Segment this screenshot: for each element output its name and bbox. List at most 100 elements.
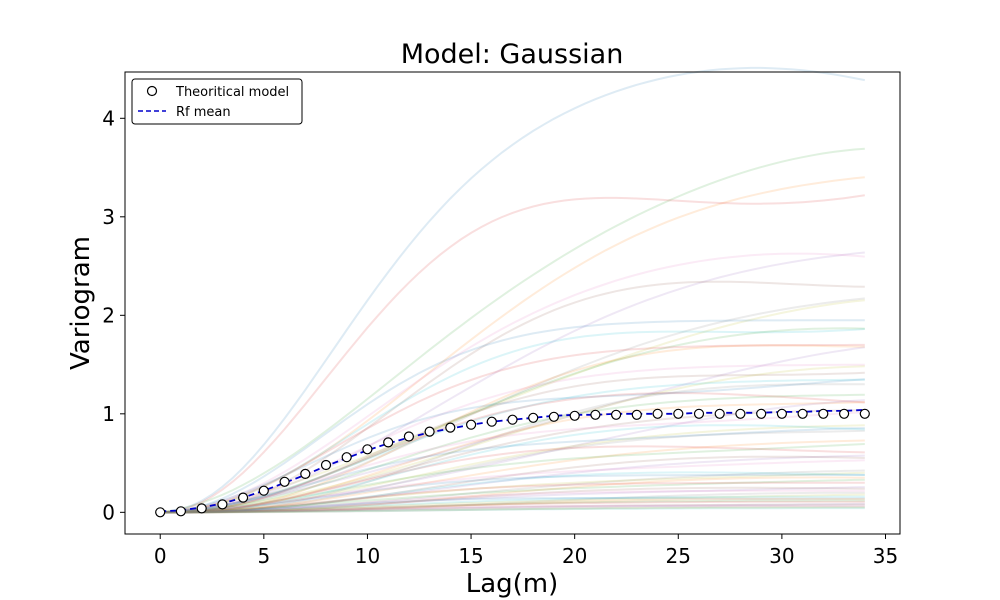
legend-marker-theoretical	[146, 85, 158, 97]
legend-label-theoretical: Theoritical model	[175, 85, 289, 100]
theoretical-model-point	[258, 485, 269, 496]
y-tick-label: 4	[102, 106, 115, 130]
y-tick-label: 2	[102, 303, 115, 327]
theoretical-model-point	[175, 506, 186, 517]
realization-line	[160, 473, 865, 514]
theoretical-model-point	[818, 408, 829, 419]
realization-line	[160, 495, 865, 514]
y-tick-label: 0	[102, 500, 115, 524]
realization-line	[160, 439, 865, 514]
realization-line	[160, 455, 865, 514]
x-tick-label: 5	[257, 544, 270, 568]
realization-line	[160, 346, 865, 514]
theoretical-model-point	[320, 459, 332, 471]
realization-line	[160, 502, 865, 514]
theoretical-model-point	[756, 408, 767, 419]
realization-line	[160, 454, 865, 514]
theoretical-model-point	[300, 468, 311, 479]
realization-line	[160, 486, 865, 514]
realization-line	[160, 489, 865, 514]
realization-line	[160, 343, 865, 514]
x-axis-title: Lag(m)	[466, 569, 559, 599]
theoretical-model-point	[838, 408, 850, 419]
realization-line	[160, 365, 865, 514]
realization-line	[160, 392, 865, 514]
realization-line	[160, 491, 865, 514]
realization-line	[160, 176, 865, 514]
realization-line	[160, 486, 865, 514]
realization-line	[160, 327, 865, 514]
theoretical-model-point	[735, 408, 746, 419]
realization-line	[160, 459, 865, 514]
realization-line	[160, 505, 865, 514]
realization-line	[160, 393, 865, 514]
rf-mean-line	[160, 409, 865, 513]
realization-line	[160, 411, 865, 514]
realization-line	[160, 476, 865, 514]
y-axis-title: Variogram	[66, 236, 96, 370]
theoretical-model-point	[797, 408, 808, 419]
x-tick-label: 35	[873, 544, 898, 568]
theoretical-model-point	[528, 412, 539, 423]
realization-line	[160, 401, 865, 514]
realization-line	[160, 297, 865, 514]
realization-line	[160, 427, 865, 514]
theoretical-model-point	[652, 408, 663, 419]
theoretical-model-point	[507, 414, 518, 425]
realization-line	[160, 471, 865, 514]
theoretical-model-point	[341, 452, 352, 463]
realization-line	[160, 328, 865, 514]
realization-line	[160, 506, 865, 514]
theoretical-model-point	[548, 411, 560, 422]
realization-line	[160, 481, 865, 514]
realization-line	[160, 383, 865, 514]
realization-line	[160, 493, 865, 514]
realization-curves	[160, 66, 865, 514]
realization-line	[160, 443, 865, 514]
realization-line	[160, 299, 865, 514]
chart-title: Model: Gaussian	[401, 39, 624, 70]
realization-line	[160, 344, 865, 514]
realization-line	[160, 378, 865, 514]
y-tick-label: 3	[102, 205, 115, 229]
x-tick-label: 10	[355, 544, 380, 568]
x-tick-label: 30	[769, 544, 794, 568]
x-tick-label: 0	[154, 544, 167, 568]
theoretical-model-point	[383, 437, 394, 448]
plot-area-frame	[124, 71, 901, 535]
realization-line	[160, 503, 865, 514]
theoretical-model-point	[486, 416, 497, 427]
realization-line	[160, 471, 865, 514]
theoretical-model-point	[714, 408, 725, 419]
realization-line	[160, 504, 865, 514]
x-tick-label: 25	[666, 544, 691, 568]
realization-line	[160, 478, 865, 514]
theoretical-model-point	[590, 409, 601, 420]
y-tick-label: 1	[102, 402, 115, 426]
legend: Theoritical model Rf mean	[131, 78, 303, 125]
realization-line	[160, 469, 865, 514]
realization-line	[160, 251, 865, 514]
theoretical-model-point	[776, 408, 788, 419]
realization-line	[160, 424, 865, 514]
theoretical-model-point	[569, 410, 580, 421]
realization-line	[160, 363, 865, 514]
realization-line	[160, 252, 865, 514]
theoretical-model-point	[424, 426, 435, 437]
theoretical-model-point	[362, 444, 373, 455]
realization-line	[160, 500, 865, 514]
theoretical-model-point	[610, 409, 622, 420]
theoretical-model-point	[466, 419, 477, 430]
x-axis: 0 5 10 15 20 25 30 35	[154, 534, 898, 568]
theoretical-model-point	[631, 409, 642, 420]
theoretical-model-point	[693, 408, 705, 419]
theoretical-model-point	[217, 499, 228, 510]
realization-line	[160, 497, 865, 514]
x-tick-label: 15	[458, 544, 483, 568]
realization-line	[160, 499, 865, 514]
data-series	[155, 408, 870, 518]
realization-line	[160, 319, 865, 514]
legend-box	[131, 78, 303, 125]
legend-label-rf-mean: Rf mean	[176, 105, 231, 120]
theoretical-model-point	[859, 408, 870, 419]
